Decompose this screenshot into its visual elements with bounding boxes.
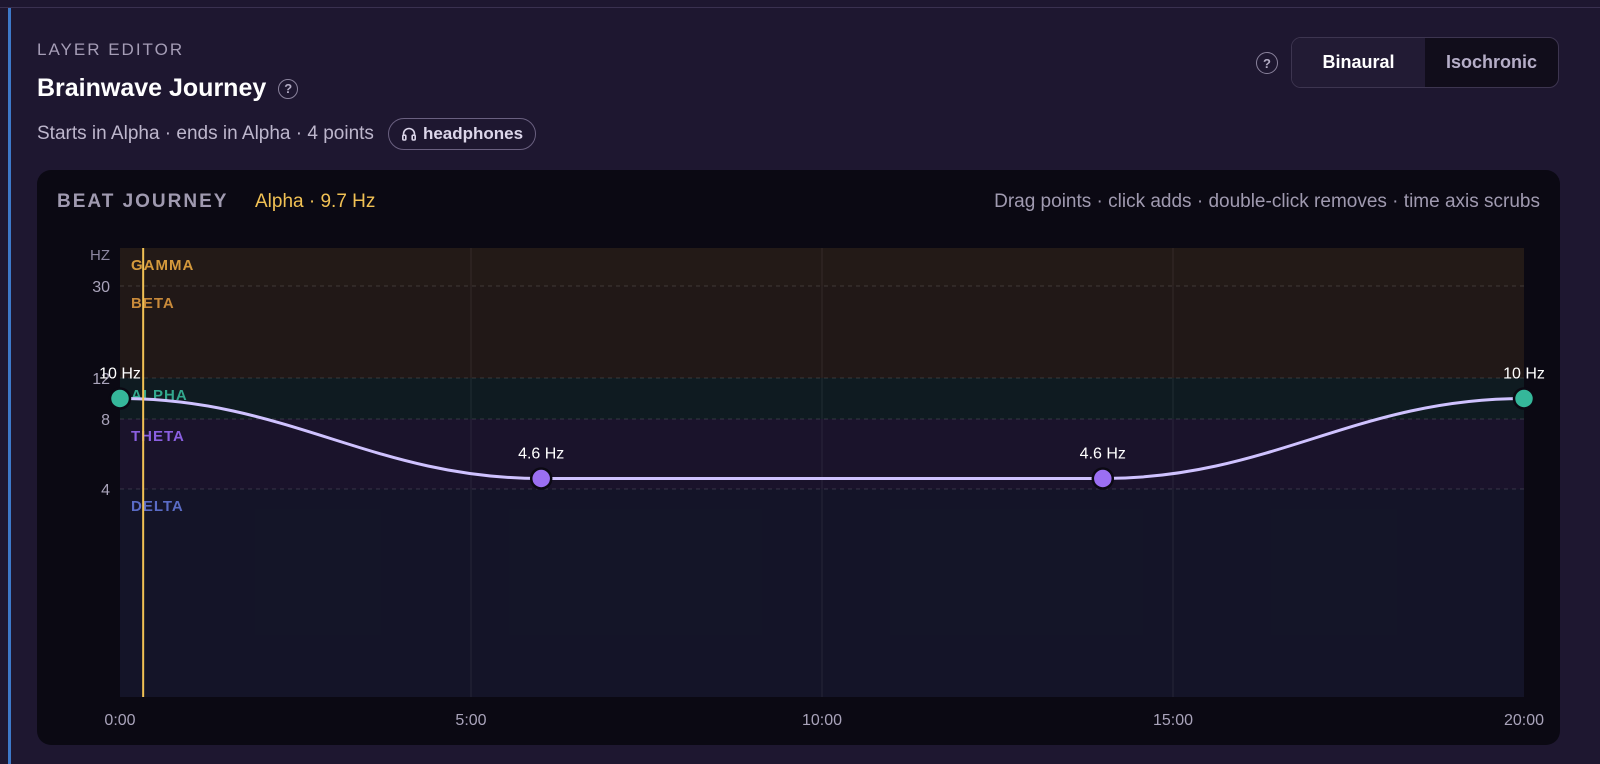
y-tick-label: 4 — [101, 482, 110, 499]
subtitle-row: Starts in Alpha · ends in Alpha · 4 poin… — [37, 118, 537, 150]
x-tick-label: 15:00 — [1153, 712, 1193, 729]
y-tick-label: 8 — [101, 412, 110, 429]
mode-toggle: Binaural Isochronic — [1291, 37, 1559, 88]
section-eyebrow: LAYER EDITOR — [37, 40, 185, 59]
band-gamma — [120, 248, 1524, 286]
badge-label: headphones — [422, 124, 524, 143]
point-label: 4.6 Hz — [518, 446, 564, 463]
x-tick-label: 10:00 — [802, 712, 842, 729]
headphones-badge: headphones — [387, 118, 537, 150]
band-label-beta: BETA — [131, 295, 175, 312]
beat-journey-panel: BEAT JOURNEY Alpha · 9.7 Hz Drag points … — [37, 170, 1560, 745]
question-circle-icon[interactable]: ? — [278, 78, 299, 99]
point-label: 4.6 Hz — [1080, 446, 1126, 463]
title-row: Brainwave Journey ? — [37, 74, 299, 103]
page-title: Brainwave Journey — [37, 74, 267, 102]
point-label: 10 Hz — [1503, 366, 1545, 383]
top-divider — [0, 7, 1600, 8]
band-alpha — [120, 378, 1524, 419]
y-axis-unit: HZ — [90, 247, 110, 264]
journey-curve — [119, 397, 1525, 481]
headphones-icon — [401, 127, 416, 141]
journey-point[interactable] — [1512, 387, 1536, 410]
band-label-theta: THETA — [131, 428, 185, 445]
point-label: 10 Hz — [99, 366, 141, 383]
x-tick-label: 20:00 — [1504, 712, 1544, 729]
journey-point[interactable] — [1091, 467, 1115, 490]
journey-summary: Starts in Alpha · ends in Alpha · 4 poin… — [37, 123, 374, 144]
current-readout: Alpha · 9.7 Hz — [255, 191, 376, 212]
x-tick-label: 0:00 — [104, 712, 135, 729]
panel-title: BEAT JOURNEY — [57, 191, 229, 212]
y-tick-label: 30 — [92, 279, 110, 296]
mode-binaural-button[interactable]: Binaural — [1292, 38, 1425, 87]
journey-point[interactable] — [108, 387, 132, 410]
panel-hint: Drag points · click adds · double-click … — [994, 191, 1540, 212]
band-label-delta: DELTA — [131, 498, 184, 515]
mode-isochronic-button[interactable]: Isochronic — [1445, 52, 1538, 72]
selected-layer-accent — [8, 8, 11, 764]
band-beta — [120, 286, 1524, 378]
mode-help-icon[interactable]: ? — [1256, 52, 1278, 74]
y-tick-label: 12 — [92, 371, 110, 388]
x-tick-label: 5:00 — [455, 712, 486, 729]
band-label-gamma: GAMMA — [131, 257, 194, 274]
journey-point[interactable] — [529, 467, 553, 490]
band-delta — [120, 489, 1524, 697]
